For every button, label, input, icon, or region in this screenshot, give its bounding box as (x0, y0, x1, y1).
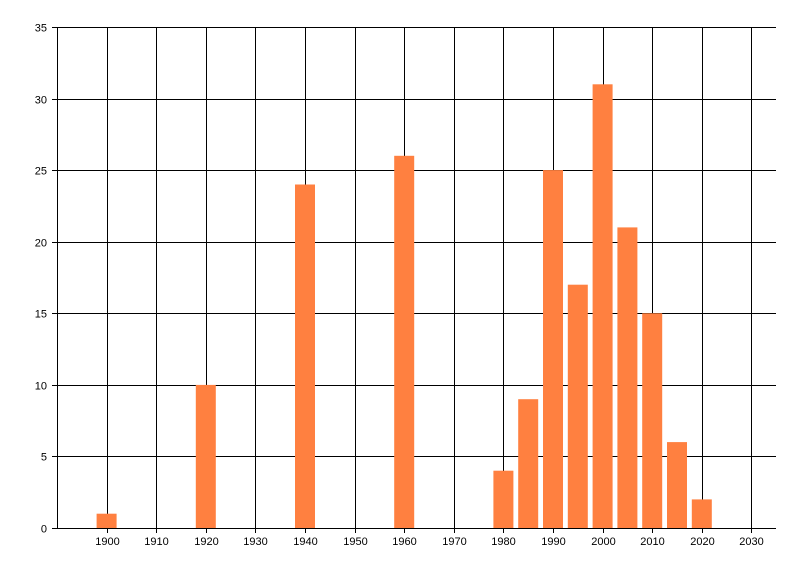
bar-1995 (567, 284, 588, 528)
bar-2020 (691, 499, 712, 528)
x-tick-label: 1940 (293, 536, 317, 548)
x-tick-label: 1960 (392, 536, 416, 548)
bar-2005 (617, 227, 638, 528)
bar-1980 (493, 470, 514, 528)
bar-2010 (642, 313, 663, 528)
x-tick-label: 1980 (491, 536, 515, 548)
bar-2015 (667, 442, 687, 528)
x-tick-label: 1970 (442, 536, 466, 548)
y-tick-label: 15 (35, 309, 47, 321)
y-tick-label: 30 (35, 95, 47, 107)
x-tick-label: 1920 (194, 536, 218, 548)
bar-1985 (518, 399, 539, 528)
x-tick-label: 1900 (95, 536, 119, 548)
x-tick-label: 2010 (640, 536, 664, 548)
x-tick-label: 1950 (343, 536, 367, 548)
y-tick-label: 0 (41, 524, 47, 536)
bar-1960 (394, 155, 415, 529)
y-tick-label: 25 (35, 166, 47, 178)
y-tick-label: 10 (35, 381, 47, 393)
bars (96, 84, 712, 529)
x-tick-label: 1990 (541, 536, 565, 548)
y-tick-label: 20 (35, 238, 47, 250)
x-tick-label: 2020 (690, 536, 714, 548)
x-tick-label: 2030 (739, 536, 763, 548)
bar-2000 (592, 84, 613, 529)
x-tick-label: 2000 (591, 536, 615, 548)
y-tick-label: 35 (35, 23, 47, 35)
bar-1900 (96, 513, 117, 528)
y-tick-label: 5 (41, 452, 47, 464)
tick-labels: 0 5 10 15 20 25 30 35 1900 1910 1920 1930 1940 1950 19… (35, 23, 764, 549)
x-tick-label: 1930 (243, 536, 267, 548)
bar-1990 (543, 170, 563, 528)
bar-1920 (195, 384, 216, 528)
axes (52, 27, 776, 533)
bar-1940 (295, 184, 315, 528)
x-tick-label: 1910 (144, 536, 168, 548)
